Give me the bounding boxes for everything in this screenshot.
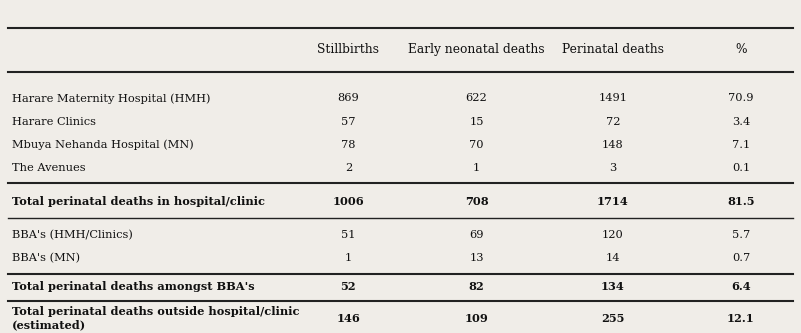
Text: 82: 82 bbox=[469, 281, 485, 292]
Text: 14: 14 bbox=[606, 253, 620, 263]
Text: BBA's (HMH/Clinics): BBA's (HMH/Clinics) bbox=[12, 230, 133, 240]
Text: Harare Clinics: Harare Clinics bbox=[12, 117, 96, 127]
Text: 1: 1 bbox=[473, 163, 481, 173]
Text: 6.4: 6.4 bbox=[731, 281, 751, 292]
Text: 2: 2 bbox=[344, 163, 352, 173]
Text: Harare Maternity Hospital (HMH): Harare Maternity Hospital (HMH) bbox=[12, 93, 211, 104]
Text: 1006: 1006 bbox=[332, 196, 364, 207]
Text: Total perinatal deaths outside hospital/clinic
(estimated): Total perinatal deaths outside hospital/… bbox=[12, 306, 300, 330]
Text: 78: 78 bbox=[341, 140, 356, 150]
Text: 81.5: 81.5 bbox=[727, 196, 755, 207]
Text: 109: 109 bbox=[465, 312, 489, 324]
Text: 51: 51 bbox=[341, 230, 356, 240]
Text: 146: 146 bbox=[336, 312, 360, 324]
Text: BBA's (MN): BBA's (MN) bbox=[12, 253, 80, 263]
Text: 255: 255 bbox=[601, 312, 625, 324]
Text: 1491: 1491 bbox=[598, 93, 627, 103]
Text: 70: 70 bbox=[469, 140, 484, 150]
Text: 52: 52 bbox=[340, 281, 356, 292]
Text: 3: 3 bbox=[609, 163, 617, 173]
Text: Early neonatal deaths: Early neonatal deaths bbox=[409, 43, 545, 57]
Text: 120: 120 bbox=[602, 230, 624, 240]
Text: 3.4: 3.4 bbox=[732, 117, 750, 127]
Text: Total perinatal deaths amongst BBA's: Total perinatal deaths amongst BBA's bbox=[12, 281, 255, 292]
Text: 15: 15 bbox=[469, 117, 484, 127]
Text: 12.1: 12.1 bbox=[727, 312, 755, 324]
Text: 0.7: 0.7 bbox=[732, 253, 750, 263]
Text: 622: 622 bbox=[465, 93, 488, 103]
Text: 869: 869 bbox=[337, 93, 360, 103]
Text: 1: 1 bbox=[344, 253, 352, 263]
Text: 13: 13 bbox=[469, 253, 484, 263]
Text: 5.7: 5.7 bbox=[732, 230, 750, 240]
Text: Stillbirths: Stillbirths bbox=[317, 43, 380, 57]
Text: 57: 57 bbox=[341, 117, 356, 127]
Text: 708: 708 bbox=[465, 196, 489, 207]
Text: 70.9: 70.9 bbox=[728, 93, 754, 103]
Text: 69: 69 bbox=[469, 230, 484, 240]
Text: 148: 148 bbox=[602, 140, 624, 150]
Text: The Avenues: The Avenues bbox=[12, 163, 86, 173]
Text: Total perinatal deaths in hospital/clinic: Total perinatal deaths in hospital/clini… bbox=[12, 196, 265, 207]
Text: Perinatal deaths: Perinatal deaths bbox=[562, 43, 664, 57]
Text: 7.1: 7.1 bbox=[732, 140, 750, 150]
Text: 134: 134 bbox=[601, 281, 625, 292]
Text: Mbuya Nehanda Hospital (MN): Mbuya Nehanda Hospital (MN) bbox=[12, 140, 194, 150]
Text: 1714: 1714 bbox=[597, 196, 629, 207]
Text: 0.1: 0.1 bbox=[732, 163, 750, 173]
Text: 72: 72 bbox=[606, 117, 620, 127]
Text: %: % bbox=[735, 43, 747, 57]
